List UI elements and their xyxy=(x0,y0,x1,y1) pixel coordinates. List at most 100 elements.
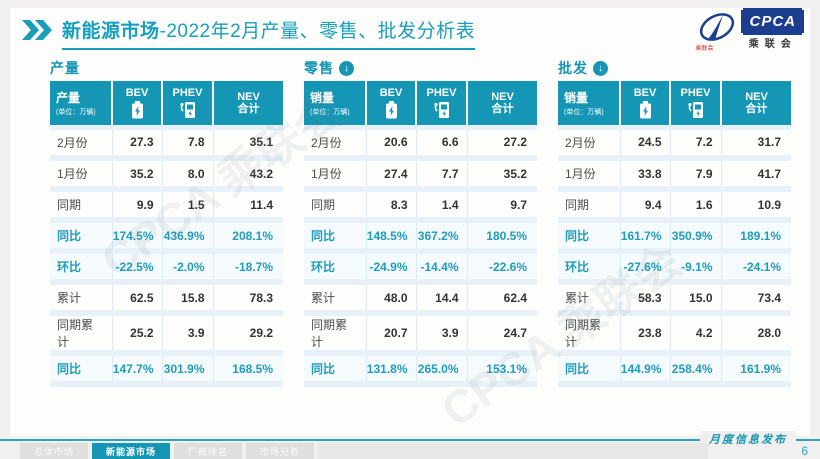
cell-phev: 258.4% xyxy=(670,353,722,384)
cell-nev: 62.4 xyxy=(503,290,527,305)
metric-unit: (单位：万辆) xyxy=(56,108,96,116)
table-row: 同期 9.4 1.6 10.9 xyxy=(558,189,791,220)
cell-phev: 301.9% xyxy=(162,353,214,384)
tab-oem-ranking[interactable]: 厂商排名 xyxy=(174,443,243,459)
table-row: 环比 -24.9% -14.4% -22.6% xyxy=(304,251,537,282)
tab-bar-filler xyxy=(318,443,709,459)
page-number: 6 xyxy=(801,444,808,458)
table-row: 1月份 35.2 8.0 43.2 xyxy=(50,158,283,189)
cell-phev: -9.1% xyxy=(670,251,722,282)
production-section-title: 产量 xyxy=(50,58,283,78)
metric-unit: (单位：万辆) xyxy=(564,108,604,116)
cell-bev: 147.7% xyxy=(112,353,163,384)
charger-icon xyxy=(671,101,720,119)
cell-phev: 6.6 xyxy=(416,127,468,158)
cell-bev: 33.8 xyxy=(620,158,671,189)
row-label: 累计 xyxy=(558,282,621,313)
cpca-emblem-icon: 乘联会 xyxy=(693,10,737,52)
retail-table: 销量 (单位：万辆) BEV PHEV NEV xyxy=(304,81,537,387)
cell-nev: 24.7 xyxy=(503,326,527,340)
tables-area: 产量 产量 (单位：万辆) BEV PHE xyxy=(50,58,791,387)
metric-label: 销量 xyxy=(564,90,589,105)
table-row: 2月份 20.6 6.6 27.2 xyxy=(304,127,537,158)
table-row: 同比 161.7% 350.9% 189.1% xyxy=(558,220,791,251)
table-row: 同比 144.9% 258.4% 161.9% xyxy=(558,353,791,384)
row-label: 环比 xyxy=(50,251,113,282)
row-label: 环比 xyxy=(304,251,367,282)
row-label: 1月份 xyxy=(304,158,367,189)
publish-label: 月度信息发布 xyxy=(700,431,796,447)
table-row: 环比 -22.5% -2.0% -18.7% xyxy=(50,251,283,282)
header-cell-nev: NEV 合计 xyxy=(213,81,283,127)
row-label: 环比 xyxy=(558,251,621,282)
row-label: 同期 xyxy=(304,189,367,220)
cell-bev: 9.9 xyxy=(112,189,163,220)
phev-label: PHEV xyxy=(172,86,203,99)
table-row: 同比 147.7% 301.9% 168.5% xyxy=(50,353,283,384)
header-cell-phev: PHEV xyxy=(670,81,722,127)
table-row: 同比 174.5% 436.9% 208.1% xyxy=(50,220,283,251)
cpca-logo-text: CPCA 乘联会 xyxy=(741,10,804,50)
row-label: 同期累计 xyxy=(304,313,367,353)
cell-nev: -18.7% xyxy=(234,259,273,274)
header-cell-nev: NEV 合计 xyxy=(721,81,791,127)
header-cell-phev: PHEV xyxy=(162,81,214,127)
cpca-logo-subtext: 乘联会 xyxy=(695,46,714,52)
table-row: 同比 148.5% 367.2% 180.5% xyxy=(304,220,537,251)
wholesale-table: 销量 (单位：万辆) BEV PHEV NEV xyxy=(558,81,791,387)
battery-icon xyxy=(621,100,669,119)
header-cell-phev: PHEV xyxy=(416,81,468,127)
retail-table-block: 零售 ↓ 销量 (单位：万辆) BEV xyxy=(304,58,537,387)
bev-label: BEV xyxy=(379,86,403,99)
cell-nev: 35.2 xyxy=(503,166,527,181)
cell-bev: 131.8% xyxy=(366,353,417,384)
row-label: 同期累计 xyxy=(558,313,621,353)
cell-phev: 7.2 xyxy=(670,127,722,158)
metric-label: 销量 xyxy=(310,90,335,105)
cell-bev: 35.2 xyxy=(112,158,163,189)
cell-phev: 14.4 xyxy=(416,282,468,313)
cell-phev: 8.0 xyxy=(162,158,214,189)
nev-label-1: NEV xyxy=(237,90,260,103)
bev-label: BEV xyxy=(125,86,149,99)
metric-label: 产量 xyxy=(56,90,81,105)
nev-label-2: 合计 xyxy=(237,102,260,115)
cell-phev: 1.5 xyxy=(162,189,214,220)
footer-rule xyxy=(0,439,820,441)
cell-nev: 11.4 xyxy=(250,197,273,212)
tab-market-analysis[interactable]: 市场分析 xyxy=(246,443,315,459)
table-row: 环比 -27.6% -9.1% -24.1% xyxy=(558,251,791,282)
row-label: 同比 xyxy=(304,220,367,251)
header-cell-bev: BEV xyxy=(366,81,417,127)
cell-phev: 3.9 xyxy=(416,313,468,353)
cell-phev: 7.8 xyxy=(162,127,214,158)
retail-section-title: 零售 ↓ xyxy=(304,58,537,78)
cell-phev: 1.4 xyxy=(416,189,468,220)
table-row: 累计 48.0 14.4 62.4 xyxy=(304,282,537,313)
cell-bev: 24.5 xyxy=(620,127,671,158)
tab-overall-market[interactable]: 总体市场 xyxy=(20,443,89,459)
cell-nev: 43.2 xyxy=(249,166,273,181)
charger-icon xyxy=(163,101,212,119)
cell-bev: 20.7 xyxy=(366,313,417,353)
section-title-label: 产量 xyxy=(50,60,80,76)
row-label: 同期累计 xyxy=(50,313,113,353)
cell-nev: 78.3 xyxy=(249,290,273,305)
cpca-logo-cn: 乘联会 xyxy=(748,39,797,50)
cell-nev: 161.9% xyxy=(740,361,781,376)
tab-nev-market[interactable]: 新能源市场 xyxy=(92,443,171,459)
header-cell-metric: 销量 (单位：万辆) xyxy=(304,81,367,127)
table-row: 同期累计 25.2 3.9 29.2 xyxy=(50,313,283,353)
cell-bev: 48.0 xyxy=(366,282,417,313)
cell-phev: 350.9% xyxy=(670,220,722,251)
table-row: 同期累计 23.8 4.2 28.0 xyxy=(558,313,791,353)
page-title-rest: -2022年2月产量、零售、批发分析表 xyxy=(159,21,476,42)
table-row: 累计 62.5 15.8 78.3 xyxy=(50,282,283,313)
cell-bev: 25.2 xyxy=(112,313,163,353)
cpca-logo-name: CPCA xyxy=(741,10,804,33)
cell-bev: -24.9% xyxy=(366,251,417,282)
cell-nev: -24.1% xyxy=(742,259,781,274)
row-label: 1月份 xyxy=(558,158,621,189)
row-label: 同比 xyxy=(50,220,113,251)
battery-icon xyxy=(367,100,415,119)
